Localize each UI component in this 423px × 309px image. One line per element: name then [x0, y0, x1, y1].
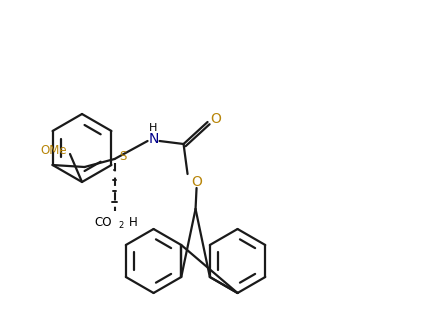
Text: N: N [148, 132, 159, 146]
Text: H: H [149, 123, 158, 133]
Text: H: H [129, 217, 137, 230]
Text: CO: CO [94, 217, 112, 230]
Text: O: O [191, 175, 202, 189]
Text: O: O [210, 112, 221, 126]
Text: OMe: OMe [41, 143, 67, 156]
Text: 2: 2 [118, 221, 123, 230]
Text: S: S [119, 150, 126, 163]
